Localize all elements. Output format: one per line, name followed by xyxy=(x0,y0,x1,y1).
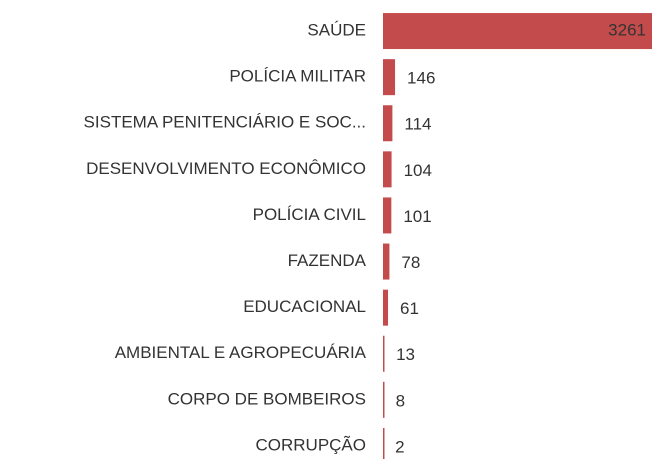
value-label: 61 xyxy=(400,299,419,318)
category-label: SAÚDE xyxy=(307,21,366,40)
value-label: 13 xyxy=(396,345,415,364)
bar xyxy=(383,243,390,280)
value-label: 3261 xyxy=(608,21,646,40)
value-label: 146 xyxy=(407,69,435,88)
bar xyxy=(383,197,392,234)
category-label: CORPO DE BOMBEIROS xyxy=(168,389,366,408)
category-label: SISTEMA PENITENCIÁRIO E SOC... xyxy=(84,113,366,132)
category-label: EDUCACIONAL xyxy=(243,297,366,316)
bar xyxy=(383,105,393,142)
category-label: POLÍCIA MILITAR xyxy=(229,67,366,86)
category-label: AMBIENTAL E AGROPECUÁRIA xyxy=(115,343,367,362)
bar xyxy=(383,13,652,50)
bar xyxy=(383,381,385,418)
category-label: DESENVOLVIMENTO ECONÔMICO xyxy=(86,159,366,178)
value-label: 104 xyxy=(404,161,432,180)
value-label: 78 xyxy=(401,253,420,272)
category-label: CORRUPÇÃO xyxy=(255,435,366,454)
bar xyxy=(383,427,385,459)
value-label: 8 xyxy=(396,391,405,410)
bar xyxy=(383,59,396,96)
category-label: FAZENDA xyxy=(288,251,367,270)
value-label: 2 xyxy=(395,437,404,456)
bar xyxy=(383,289,389,326)
value-label: 114 xyxy=(404,115,431,134)
category-label: POLÍCIA CIVIL xyxy=(253,205,366,224)
value-label: 101 xyxy=(403,207,431,226)
bar xyxy=(383,335,385,372)
bar xyxy=(383,151,392,188)
